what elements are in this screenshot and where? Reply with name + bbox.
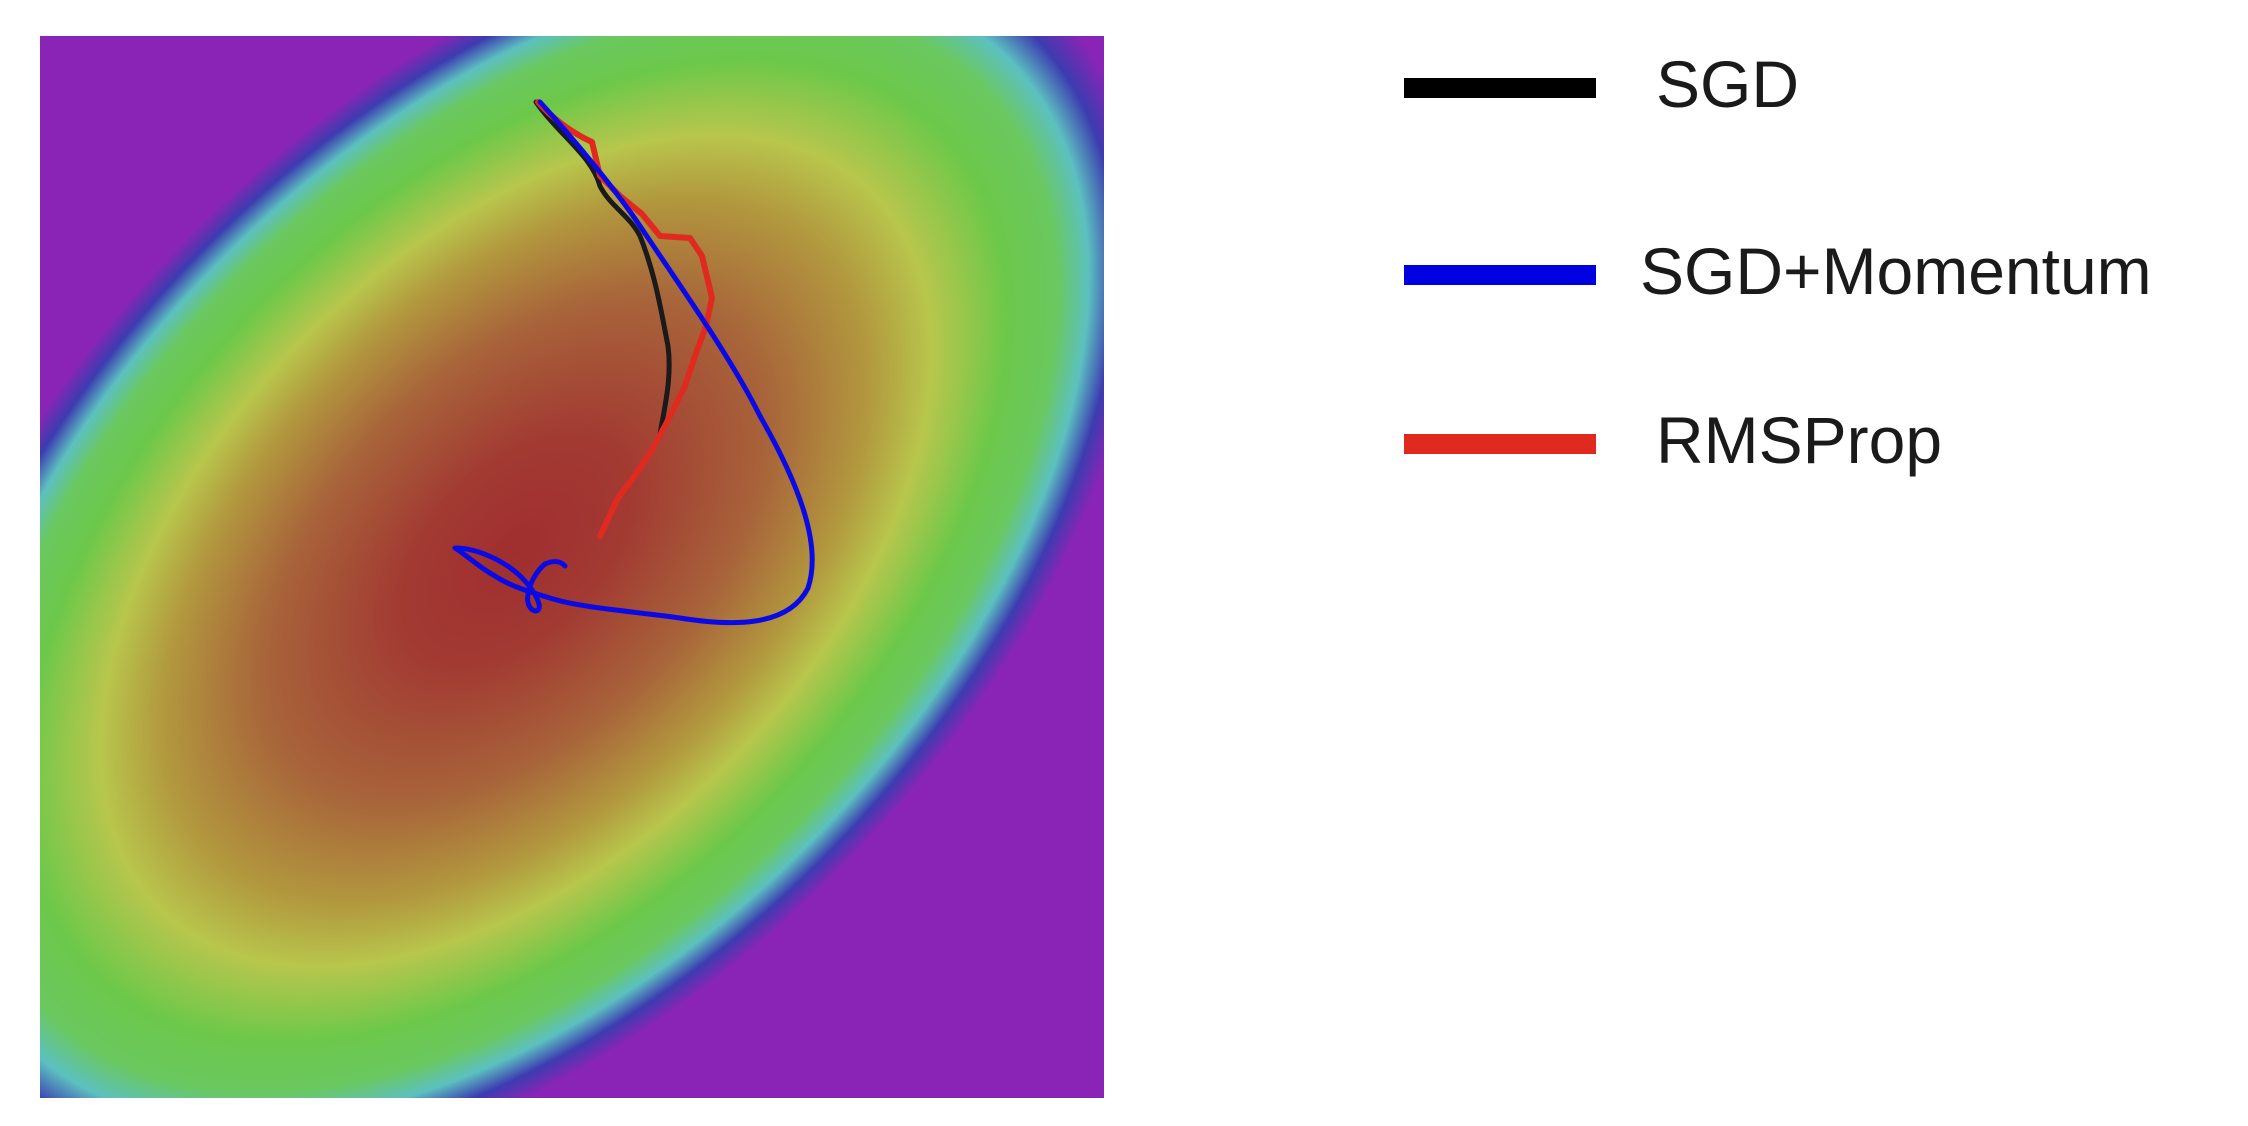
legend-label-sgd-momentum: SGD+Momentum: [1640, 234, 2152, 308]
legend-swatch-rmsprop: [1404, 434, 1596, 454]
legend-label-sgd: SGD: [1656, 47, 1800, 121]
legend-label-rmsprop: RMSProp: [1656, 403, 1943, 477]
legend-swatch-sgd-momentum: [1404, 265, 1596, 285]
legend-swatch-sgd: [1404, 78, 1596, 98]
loss-surface: [40, 36, 1104, 1098]
legend-entry-rmsprop: RMSProp: [1404, 400, 2204, 480]
legend-entry-sgd-momentum: SGD+Momentum: [1404, 231, 2204, 311]
sgd-momentum-trajectory: [452, 99, 815, 626]
legend-entry-sgd: SGD: [1404, 44, 2204, 124]
sgd-trajectory: [533, 99, 672, 437]
contour-svg: [40, 36, 1104, 1098]
loss-contour-plot: [40, 36, 1104, 1098]
